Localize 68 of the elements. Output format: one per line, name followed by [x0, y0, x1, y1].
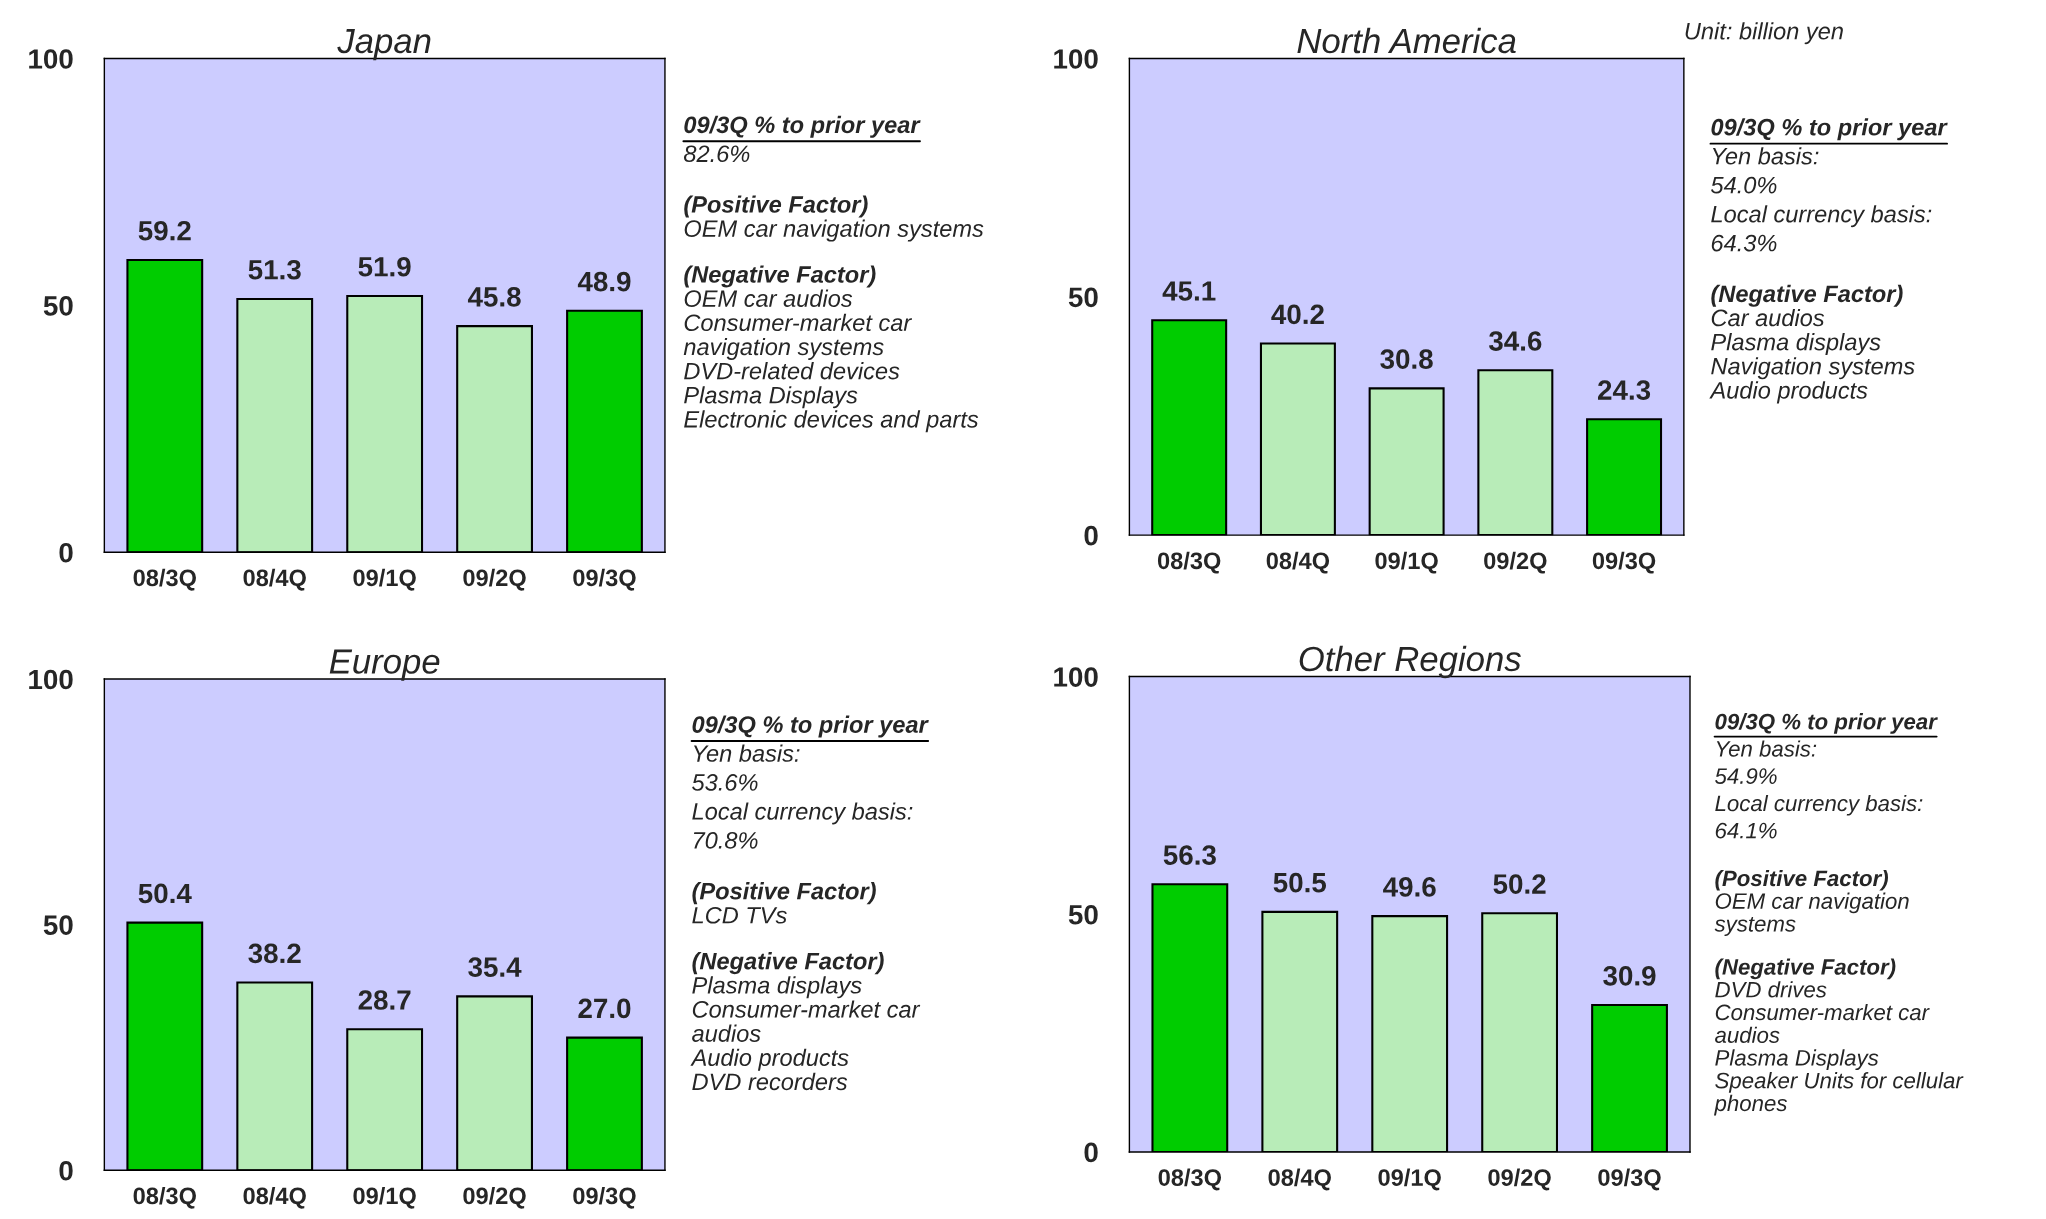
data-label: 38.2	[248, 943, 301, 964]
data-label: 24.3	[1598, 380, 1651, 400]
data-label: 45.1	[1162, 281, 1216, 301]
y-tick-label: 50	[43, 296, 73, 316]
data-label: 49.6	[1383, 877, 1436, 897]
data-label: 28.7	[358, 990, 411, 1010]
y-tick-label: 50	[1068, 287, 1098, 308]
x-tick-label: 08/3Q	[1157, 551, 1221, 574]
text: (Negative Factor) Car audios Plasma displays Navigation systems Audio products	[1709, 284, 1915, 404]
data-label: 35.4	[468, 957, 522, 977]
y-tick-label: 0	[1084, 525, 1098, 546]
y-tick-label: 0	[59, 542, 73, 563]
y-tick-label: 0	[1084, 1142, 1098, 1163]
data-label: 51.9	[358, 256, 411, 277]
chart-title: Europe	[329, 649, 440, 681]
text: 09/3Q % to prior year Yen basis: 53.6% Local currency basis: 70.8%	[692, 715, 929, 849]
x-tick-label: 09/2Q	[1484, 551, 1547, 574]
y-tick-label: 50	[43, 915, 73, 935]
x-tick-label: 08/3Q	[133, 1186, 196, 1209]
x-tick-label: 09/1Q	[353, 1186, 416, 1209]
x-tick-label: 09/3Q	[573, 568, 636, 591]
text: 09/3Q % to prior year Yen basis: 54.0% Local currency basis: 64.3%	[1710, 118, 1948, 252]
chart-title: North America	[1297, 27, 1516, 54]
x-tick-label: 09/3Q	[1592, 551, 1656, 574]
x-tick-label: 08/3Q	[1158, 1168, 1222, 1191]
data-label: 56.3	[1163, 845, 1216, 865]
data-label: 59.2	[138, 220, 191, 241]
x-tick-label: 08/4Q	[1266, 551, 1330, 574]
data-label: 34.6	[1488, 331, 1542, 351]
x-tick-label: 08/4Q	[1268, 1168, 1331, 1191]
y-tick-label: 100	[1054, 667, 1098, 687]
x-tick-label: 09/2Q	[463, 1186, 526, 1209]
text: 09/3Q % to prior year 82.6%	[683, 115, 921, 163]
text: (Positive Factor) LCD TVs	[692, 882, 876, 924]
chart-title: Other Regions	[1299, 645, 1521, 679]
x-tick-label: 09/3Q	[573, 1186, 636, 1209]
data-label: 50.5	[1273, 872, 1327, 893]
data-label: 30.9	[1603, 966, 1656, 986]
y-tick-label: 100	[29, 49, 73, 69]
y-tick-label: 50	[1068, 904, 1098, 925]
x-tick-label: 09/2Q	[1488, 1168, 1551, 1191]
data-label: 40.2	[1271, 304, 1324, 325]
x-tick-label: 09/2Q	[463, 568, 526, 591]
data-label: 50.4	[138, 883, 192, 904]
text: Unit: billion yen	[1685, 22, 1843, 45]
x-tick-label: 09/1Q	[1378, 1168, 1441, 1191]
data-label: 51.3	[248, 259, 301, 280]
x-tick-label: 08/4Q	[243, 568, 306, 591]
text: (Negative Factor) OEM car audios Consumer-market car navigation systems DVD-related devices Plasma Displays Electronic devices and parts	[683, 265, 979, 433]
data-label: 27.0	[578, 998, 631, 1019]
data-label: 50.2	[1493, 874, 1546, 894]
x-tick-label: 08/3Q	[133, 568, 196, 591]
text: 09/3Q % to prior year Yen basis: 54.9% Local currency basis: 64.1%	[1715, 713, 1938, 839]
text: (Negative Factor) DVD drives Consumer-market car audios Plasma Displays Speaker Units for cellular phones	[1714, 958, 1964, 1116]
x-tick-label: 09/3Q	[1598, 1168, 1661, 1191]
data-label: 30.8	[1380, 349, 1433, 369]
y-tick-label: 100	[29, 669, 73, 690]
text: (Positive Factor) OEM car navigation systems	[684, 195, 984, 242]
x-tick-label: 09/1Q	[353, 568, 416, 591]
y-tick-label: 100	[1054, 49, 1098, 69]
y-tick-label: 0	[59, 1160, 73, 1181]
x-tick-label: 08/4Q	[243, 1186, 306, 1209]
text: (Positive Factor) OEM car navigation systems	[1714, 869, 1909, 937]
text: (Negative Factor) Plasma displays Consumer-market car audios Audio products DVD recorders	[690, 952, 921, 1091]
data-label: 48.9	[577, 271, 631, 292]
chart-title: Japan	[337, 29, 431, 61]
data-label: 45.8	[467, 287, 521, 307]
x-tick-label: 09/1Q	[1375, 551, 1438, 574]
